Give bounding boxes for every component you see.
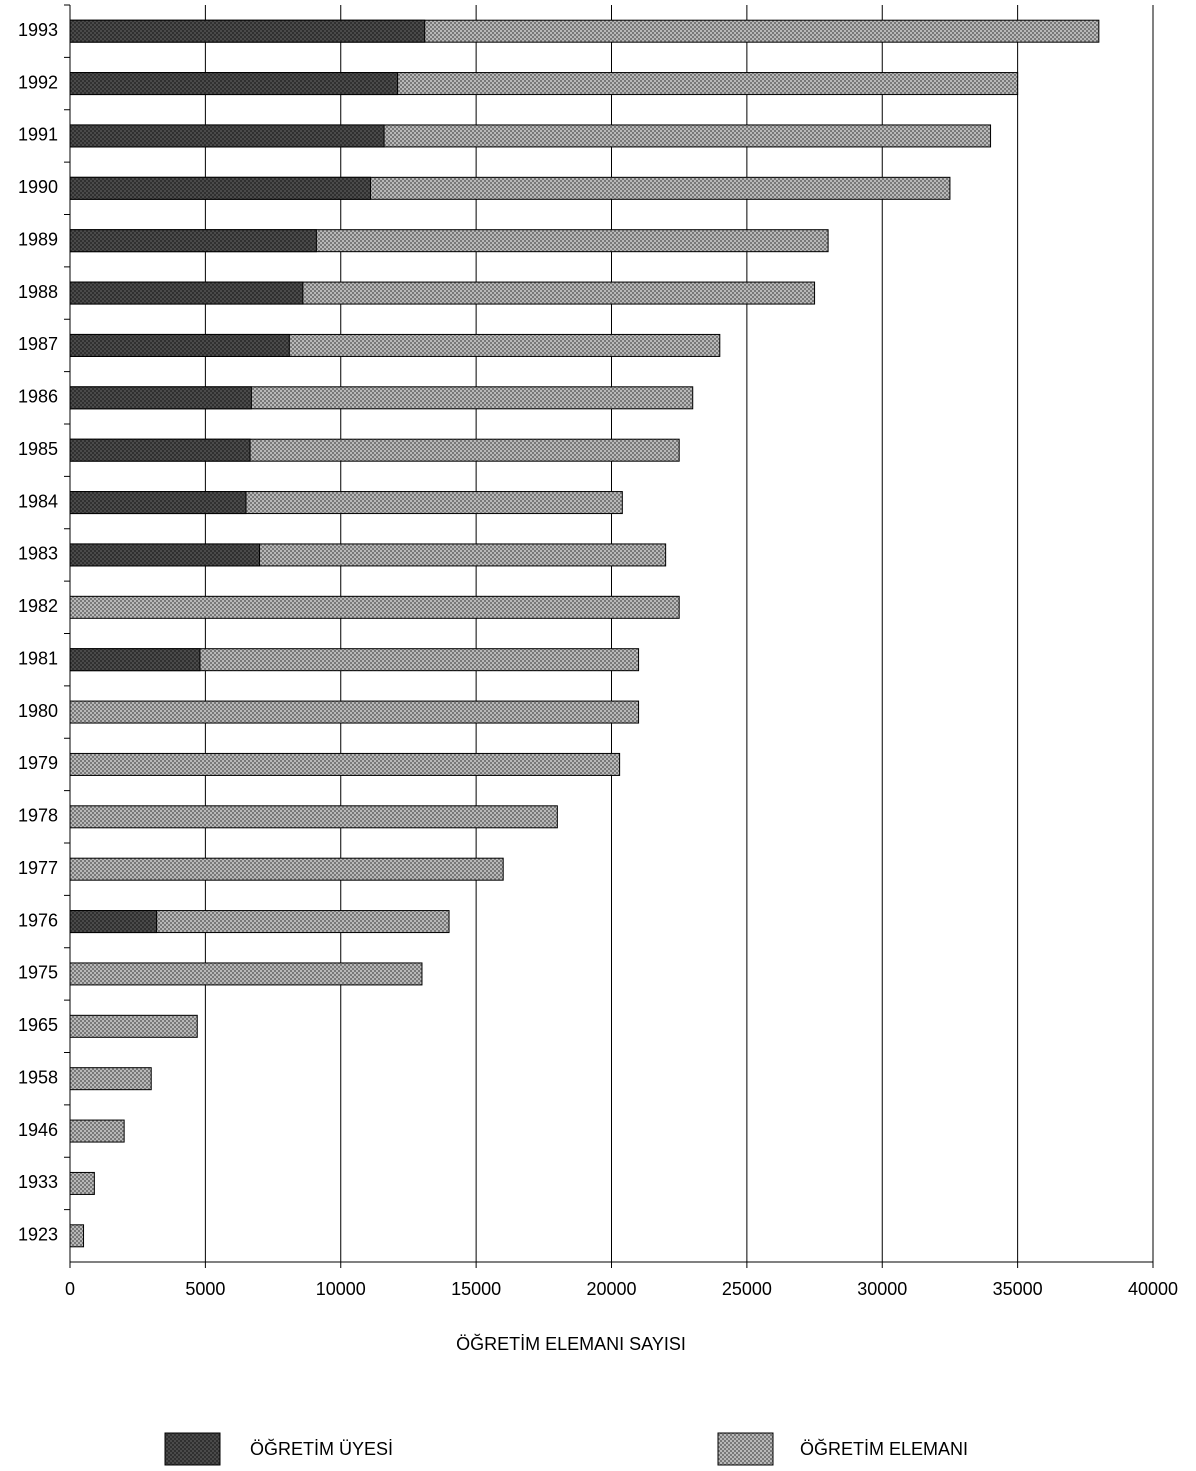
- y-tick-label: 1990: [18, 177, 58, 197]
- bar-texture: [70, 648, 639, 671]
- bar-texture: [70, 596, 680, 619]
- x-tick-label: 25000: [722, 1279, 772, 1299]
- y-tick-label: 1946: [18, 1120, 58, 1140]
- y-tick-label: 1988: [18, 282, 58, 302]
- x-tick-label: 35000: [993, 1279, 1043, 1299]
- y-tick-label: 1976: [18, 910, 58, 930]
- bar-texture: [70, 543, 260, 566]
- x-tick-label: 20000: [586, 1279, 636, 1299]
- x-tick-label: 40000: [1128, 1279, 1178, 1299]
- y-tick-label: 1977: [18, 858, 58, 878]
- bar-texture: [70, 177, 371, 200]
- bar-texture: [70, 910, 450, 933]
- y-tick-label: 1965: [18, 1015, 58, 1035]
- y-tick-label: 1933: [18, 1172, 58, 1192]
- y-tick-label: 1987: [18, 334, 58, 354]
- y-tick-label: 1982: [18, 596, 58, 616]
- y-tick-label: 1958: [18, 1067, 58, 1087]
- bar-texture: [70, 805, 558, 828]
- x-tick-label: 30000: [857, 1279, 907, 1299]
- bar-texture: [70, 701, 639, 724]
- bar-texture: [70, 753, 620, 776]
- x-tick-label: 0: [65, 1279, 75, 1299]
- y-tick-label: 1991: [18, 125, 58, 145]
- y-tick-label: 1978: [18, 806, 58, 826]
- y-tick-label: 1986: [18, 387, 58, 407]
- bar-texture: [70, 72, 398, 95]
- y-tick-label: 1983: [18, 544, 58, 564]
- x-tick-label: 10000: [316, 1279, 366, 1299]
- x-tick-label: 5000: [185, 1279, 225, 1299]
- bar-texture: [70, 439, 251, 462]
- y-tick-label: 1984: [18, 491, 58, 511]
- y-tick-label: 1992: [18, 72, 58, 92]
- bar-texture: [70, 858, 504, 881]
- bar-texture: [70, 1015, 198, 1038]
- legend-label: ÖĞRETİM ELEMANI: [800, 1438, 968, 1459]
- bar-texture: [70, 1120, 125, 1143]
- y-tick-label: 1975: [18, 963, 58, 983]
- bar-texture: [70, 1067, 152, 1090]
- y-tick-label: 1979: [18, 753, 58, 773]
- bar-texture: [70, 124, 385, 147]
- bar-texture: [70, 1224, 84, 1247]
- y-tick-label: 1923: [18, 1225, 58, 1245]
- bar-texture: [70, 334, 290, 357]
- y-tick-label: 1981: [18, 648, 58, 668]
- bar-texture: [70, 229, 317, 252]
- bar-texture: [70, 491, 246, 514]
- bar-texture: [70, 648, 200, 671]
- x-tick-label: 15000: [451, 1279, 501, 1299]
- y-tick-label: 1980: [18, 701, 58, 721]
- x-axis-label: ÖĞRETİM ELEMANI SAYISI: [456, 1333, 686, 1354]
- bar-texture: [70, 386, 252, 409]
- bar-texture: [70, 962, 422, 985]
- y-tick-label: 1985: [18, 439, 58, 459]
- bar-texture: [70, 282, 303, 305]
- legend-label: ÖĞRETİM ÜYESİ: [250, 1438, 393, 1459]
- y-tick-label: 1989: [18, 229, 58, 249]
- bar-texture: [70, 910, 157, 933]
- bar-texture: [70, 1172, 95, 1195]
- legend-swatch-texture: [718, 1433, 773, 1465]
- bar-texture: [70, 20, 425, 43]
- y-tick-label: 1993: [18, 20, 58, 40]
- legend-swatch-texture: [165, 1433, 220, 1465]
